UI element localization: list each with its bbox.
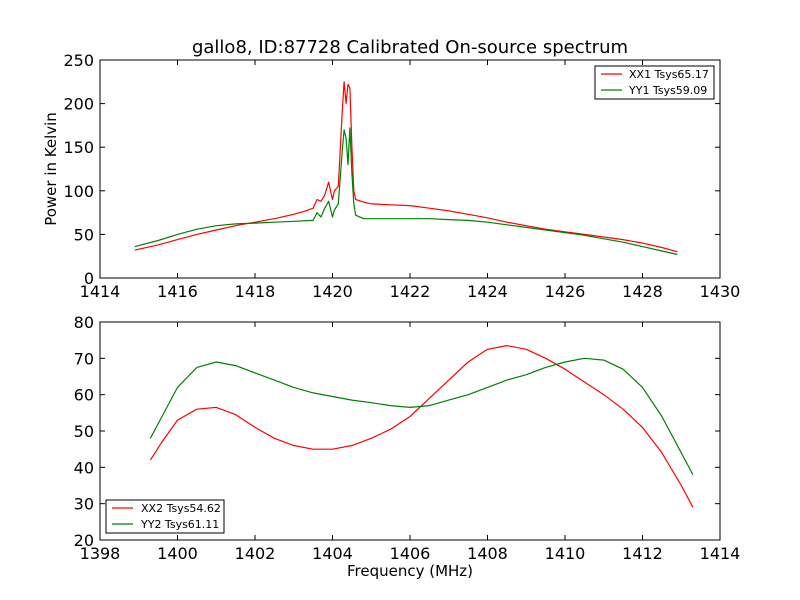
top-ytick-label: 100 [63,182,94,201]
bottom-xtick-label: 1410 [545,544,586,563]
bottom-x-ticks: 1398 1400 1402 1404 1406 1408 1410 1412 1414 [80,322,741,563]
top-plot-series [134,81,678,256]
bottom-xtick-label: 1414 [700,544,741,563]
bottom-series-line-0 [149,345,694,508]
top-legend-label-yy1: YY1 Tsys59.09 [628,84,707,97]
bottom-xtick-label: 1400 [157,544,198,563]
top-ytick-label: 250 [63,51,94,70]
top-legend-box [594,65,715,100]
bottom-legend-box [105,499,225,534]
bottom-ytick-label: 20 [74,531,94,550]
bottom-plot-series [149,345,694,508]
bottom-legend: XX2 Tsys54.62 YY2 Tsys61.11 [105,499,225,534]
top-xtick-label: 1424 [467,282,508,301]
bottom-xtick-label: 1406 [390,544,431,563]
bottom-ytick-label: 50 [74,422,94,441]
bottom-series-line-1 [149,357,694,475]
top-series-line-1 [134,127,678,256]
bottom-xtick-label: 1402 [235,544,276,563]
top-legend: XX1 Tsys65.17 YY1 Tsys59.09 [594,65,715,100]
top-plot: 1414 1416 1418 1420 1422 1424 1426 1428 1430 0 50… [42,51,740,301]
bottom-plot: 1398 1400 1402 1404 1406 1408 1410 1412 1414 20 3… [74,313,741,580]
top-y-ticks: 0 50 100 150 200 250 [63,51,720,288]
bottom-xtick-label: 1412 [622,544,663,563]
top-xtick-label: 1422 [390,282,431,301]
bottom-ytick-label: 40 [74,458,94,477]
bottom-xtick-label: 1404 [312,544,353,563]
bottom-y-ticks: 20 30 40 50 60 70 80 [74,313,720,550]
top-xtick-label: 1420 [312,282,353,301]
bottom-legend-label-yy2: YY2 Tsys61.11 [140,518,219,531]
bottom-legend-label-xx2: XX2 Tsys54.62 [141,502,221,515]
bottom-xtick-label: 1398 [80,544,121,563]
bottom-ytick-label: 70 [74,349,94,368]
bottom-ytick-label: 30 [74,495,94,514]
bottom-ytick-label: 60 [74,386,94,405]
top-xtick-label: 1428 [622,282,663,301]
top-xtick-label: 1418 [235,282,276,301]
top-xtick-label: 1426 [545,282,586,301]
top-x-ticks: 1414 1416 1418 1420 1422 1424 1426 1428 1430 [80,60,741,301]
top-ytick-label: 0 [84,269,94,288]
top-series-line-0 [134,81,678,253]
top-legend-label-xx1: XX1 Tsys65.17 [629,68,709,81]
top-ytick-label: 200 [63,95,94,114]
bottom-xtick-label: 1408 [467,544,508,563]
top-xtick-label: 1430 [700,282,741,301]
top-xtick-label: 1416 [157,282,198,301]
x-axis-label: Frequency (MHz) [347,562,473,580]
chart-title: gallo8, ID:87728 Calibrated On-source sp… [192,37,628,58]
top-y-axis-label: Power in Kelvin [42,112,60,226]
top-ytick-label: 50 [74,225,94,244]
top-ytick-label: 150 [63,138,94,157]
top-xtick-label: 1414 [80,282,121,301]
bottom-ytick-label: 80 [74,313,94,332]
